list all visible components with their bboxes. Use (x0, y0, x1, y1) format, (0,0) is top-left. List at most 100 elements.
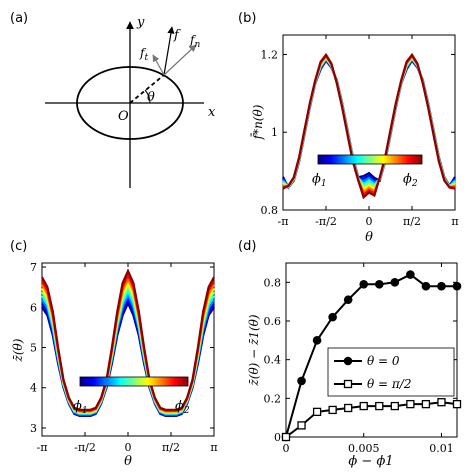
y-tick-label-c: 6 (30, 301, 37, 314)
series-line-b (282, 55, 456, 191)
f-label: f (173, 28, 181, 43)
x-tick-label-d: 0 (283, 442, 290, 455)
panel-label-b: (b) (238, 11, 256, 26)
data-point-thetapi2 (328, 405, 337, 415)
series-line-b (282, 58, 456, 190)
data-point-theta0 (343, 295, 353, 305)
data-point-thetapi2 (297, 421, 306, 430)
x-axis-label-c: θ (124, 454, 132, 469)
ft-label-main: f (139, 46, 147, 60)
x-tick-label-d: 0.005 (348, 442, 380, 455)
data-point-theta0 (359, 279, 369, 289)
x-tick-label-d: 0.01 (429, 442, 454, 455)
chart-d: 0 0.005 0.01 0 0.2 0.4 0.6 0.8 θ = 0 θ = π/2 ϕ − ϕ… (247, 262, 462, 469)
data-point-thetapi2 (437, 398, 446, 407)
fn-label-main: f (189, 33, 197, 47)
data-point-thetapi2 (421, 399, 431, 409)
y-tick-label-d: 0.2 (264, 392, 282, 405)
x-axis-label-d: ϕ − ϕ1 (348, 454, 393, 469)
x-tick-label-c: π/2 (162, 441, 180, 454)
series-line-c (41, 268, 215, 411)
data-point-theta0 (390, 278, 400, 287)
x-axis-label: x (208, 105, 216, 120)
colorbar-phi2-c: ϕ2 (175, 399, 190, 416)
y-tick-label-b: 1 (271, 126, 278, 139)
theta-label: θ (147, 90, 155, 105)
data-point-thetapi2 (281, 432, 291, 442)
y-tick-label-c: 5 (30, 341, 37, 354)
data-point-theta0 (328, 312, 337, 322)
legend-marker-theta0 (343, 356, 353, 366)
ellipse-shape (76, 66, 184, 140)
colorbar-c (79, 376, 189, 387)
legend-label-theta0: θ = 0 (367, 354, 400, 368)
data-point-thetapi2 (359, 401, 368, 411)
x-tick-label-b: -π/2 (315, 215, 337, 228)
y-tick-label-d: 0.6 (264, 315, 282, 328)
y-tick-label-b: 1.2 (261, 48, 279, 61)
x-tick-label-c: -π/2 (74, 441, 96, 454)
data-point-thetapi2 (406, 399, 415, 409)
y-axis-label-d: z̄(θ) − z̄1(θ) (247, 314, 261, 386)
y-tick-label-c: 7 (30, 261, 37, 274)
data-point-theta0 (406, 270, 415, 279)
fn-label: fn (189, 33, 200, 50)
legend-marker-thetapi2 (343, 379, 353, 389)
series-line-d (285, 401, 458, 438)
series-line-b (282, 57, 456, 190)
colorbar-b (317, 154, 423, 165)
data-point-thetapi2 (375, 401, 384, 411)
data-point-thetapi2 (344, 403, 353, 413)
phi2-c-sub: 2 (183, 406, 190, 416)
radius-dashed-line (129, 74, 165, 104)
legend-label-thetapi2: θ = π/2 (367, 377, 411, 391)
phi1-b-main: ϕ (312, 172, 321, 187)
ft-label-sub: t (144, 53, 148, 63)
y-tick-label-d: 0.4 (264, 354, 282, 367)
panel-label-c: (c) (10, 239, 27, 254)
series-line-b (282, 57, 456, 189)
series-line-b (282, 54, 456, 194)
y-tick-label-d: 0.8 (264, 276, 282, 289)
data-point-theta0 (437, 281, 446, 291)
colorbar-phi1-b: ϕ1 (312, 172, 327, 189)
y-tick-label-b: 0.8 (261, 204, 279, 217)
series-line-b (282, 52, 456, 200)
series-line-b (282, 55, 456, 189)
y-axis-label-b: f̄*n(θ) (249, 104, 265, 140)
ft-label: ft (139, 46, 148, 63)
origin-label: O (118, 109, 129, 124)
data-point-theta0 (421, 281, 431, 291)
x-tick-label-c: -π (37, 441, 48, 454)
plot-frame-d (285, 262, 458, 438)
y-axis-label: y (136, 15, 145, 30)
x-tick-label-c: 0 (125, 441, 132, 454)
ft-arrow (152, 54, 165, 76)
x-tick-label-b: π/2 (403, 215, 421, 228)
f-arrow (163, 26, 175, 76)
y-tick-label-c: 3 (30, 422, 37, 435)
phi2-c-main: ϕ (175, 399, 184, 414)
y-tick-label-c: 4 (30, 382, 37, 395)
x-tick-label-c: π (210, 441, 217, 454)
fn-arrow (163, 44, 197, 76)
panel-label-d: (d) (238, 239, 256, 254)
phi1-b-sub: 1 (321, 179, 327, 189)
phi1-c-main: ϕ (73, 399, 82, 414)
x-tick-label-b: π (451, 215, 458, 228)
data-point-theta0 (374, 279, 384, 289)
data-point-thetapi2 (312, 407, 322, 417)
x-tick-label-b: 0 (366, 215, 373, 228)
diagram-a: y x O f fn ft θ (45, 15, 216, 188)
data-point-theta0 (297, 376, 306, 386)
y-axis-label-c: z̄(θ) (11, 338, 25, 362)
x-tick-label-b: -π (278, 215, 289, 228)
series-line-b (282, 56, 456, 189)
data-point-theta0 (452, 281, 462, 291)
theta-arc (144, 89, 151, 104)
phi1-c-sub: 1 (82, 406, 88, 416)
phi2-b-main: ϕ (403, 172, 412, 187)
data-point-thetapi2 (452, 399, 462, 409)
